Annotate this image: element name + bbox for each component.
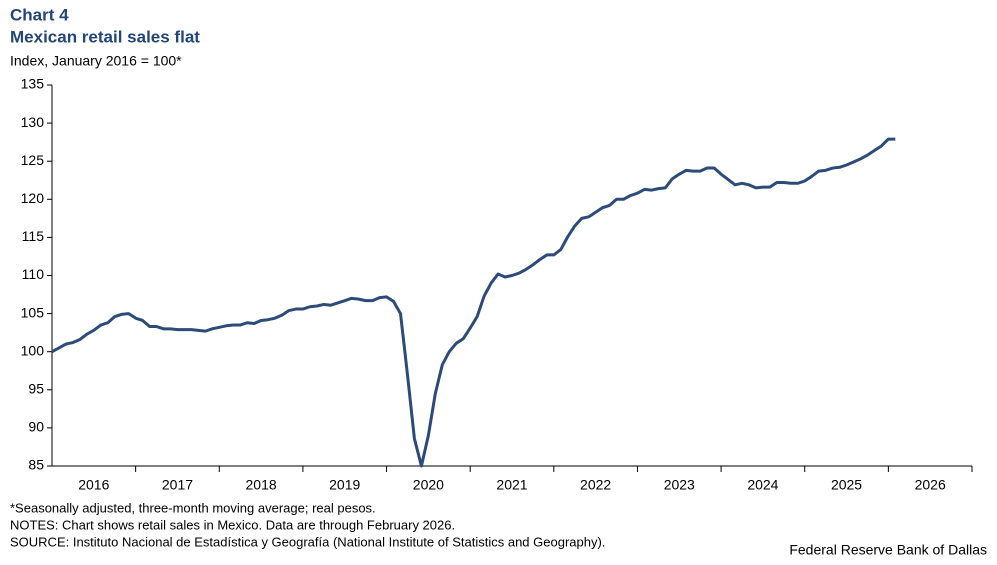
y-tick-label: 105 [21, 304, 45, 320]
chart-subtitle: Mexican retail sales flat [10, 27, 200, 46]
y-tick-label: 115 [22, 228, 45, 244]
y-tick-label: 110 [22, 266, 45, 282]
data-line [51, 137, 896, 468]
y-tick-label: 135 [21, 76, 45, 92]
x-tick-label: 2017 [162, 477, 193, 493]
chart-title: Chart 4 [10, 5, 69, 24]
x-tick-label: 2023 [664, 477, 695, 493]
footnote: *Seasonally adjusted, three-month moving… [10, 500, 376, 515]
y-tick-label: 120 [21, 190, 45, 206]
x-tick-label: 2025 [831, 477, 862, 493]
y-axis-label: Index, January 2016 = 100* [10, 53, 182, 69]
x-tick-label: 2016 [78, 477, 109, 493]
y-tick-label: 100 [21, 342, 45, 358]
footnote: NOTES: Chart shows retail sales in Mexic… [10, 517, 455, 532]
y-tick-label: 130 [21, 114, 45, 130]
x-tick-label: 2021 [496, 477, 527, 493]
y-tick-label: 85 [28, 457, 44, 473]
x-tick-label: 2020 [413, 477, 444, 493]
footnote: SOURCE: Instituto Nacional de Estadístic… [10, 534, 605, 549]
source: Federal Reserve Bank of Dallas [789, 542, 987, 558]
y-tick-label: 125 [21, 152, 45, 168]
x-tick-label: 2018 [246, 477, 277, 493]
x-tick-label: 2019 [329, 477, 360, 493]
x-tick-label: 2026 [915, 477, 946, 493]
x-tick-label: 2022 [580, 477, 611, 493]
x-tick-label: 2024 [747, 477, 778, 493]
y-tick-label: 90 [28, 419, 44, 435]
y-tick-label: 95 [28, 381, 44, 397]
